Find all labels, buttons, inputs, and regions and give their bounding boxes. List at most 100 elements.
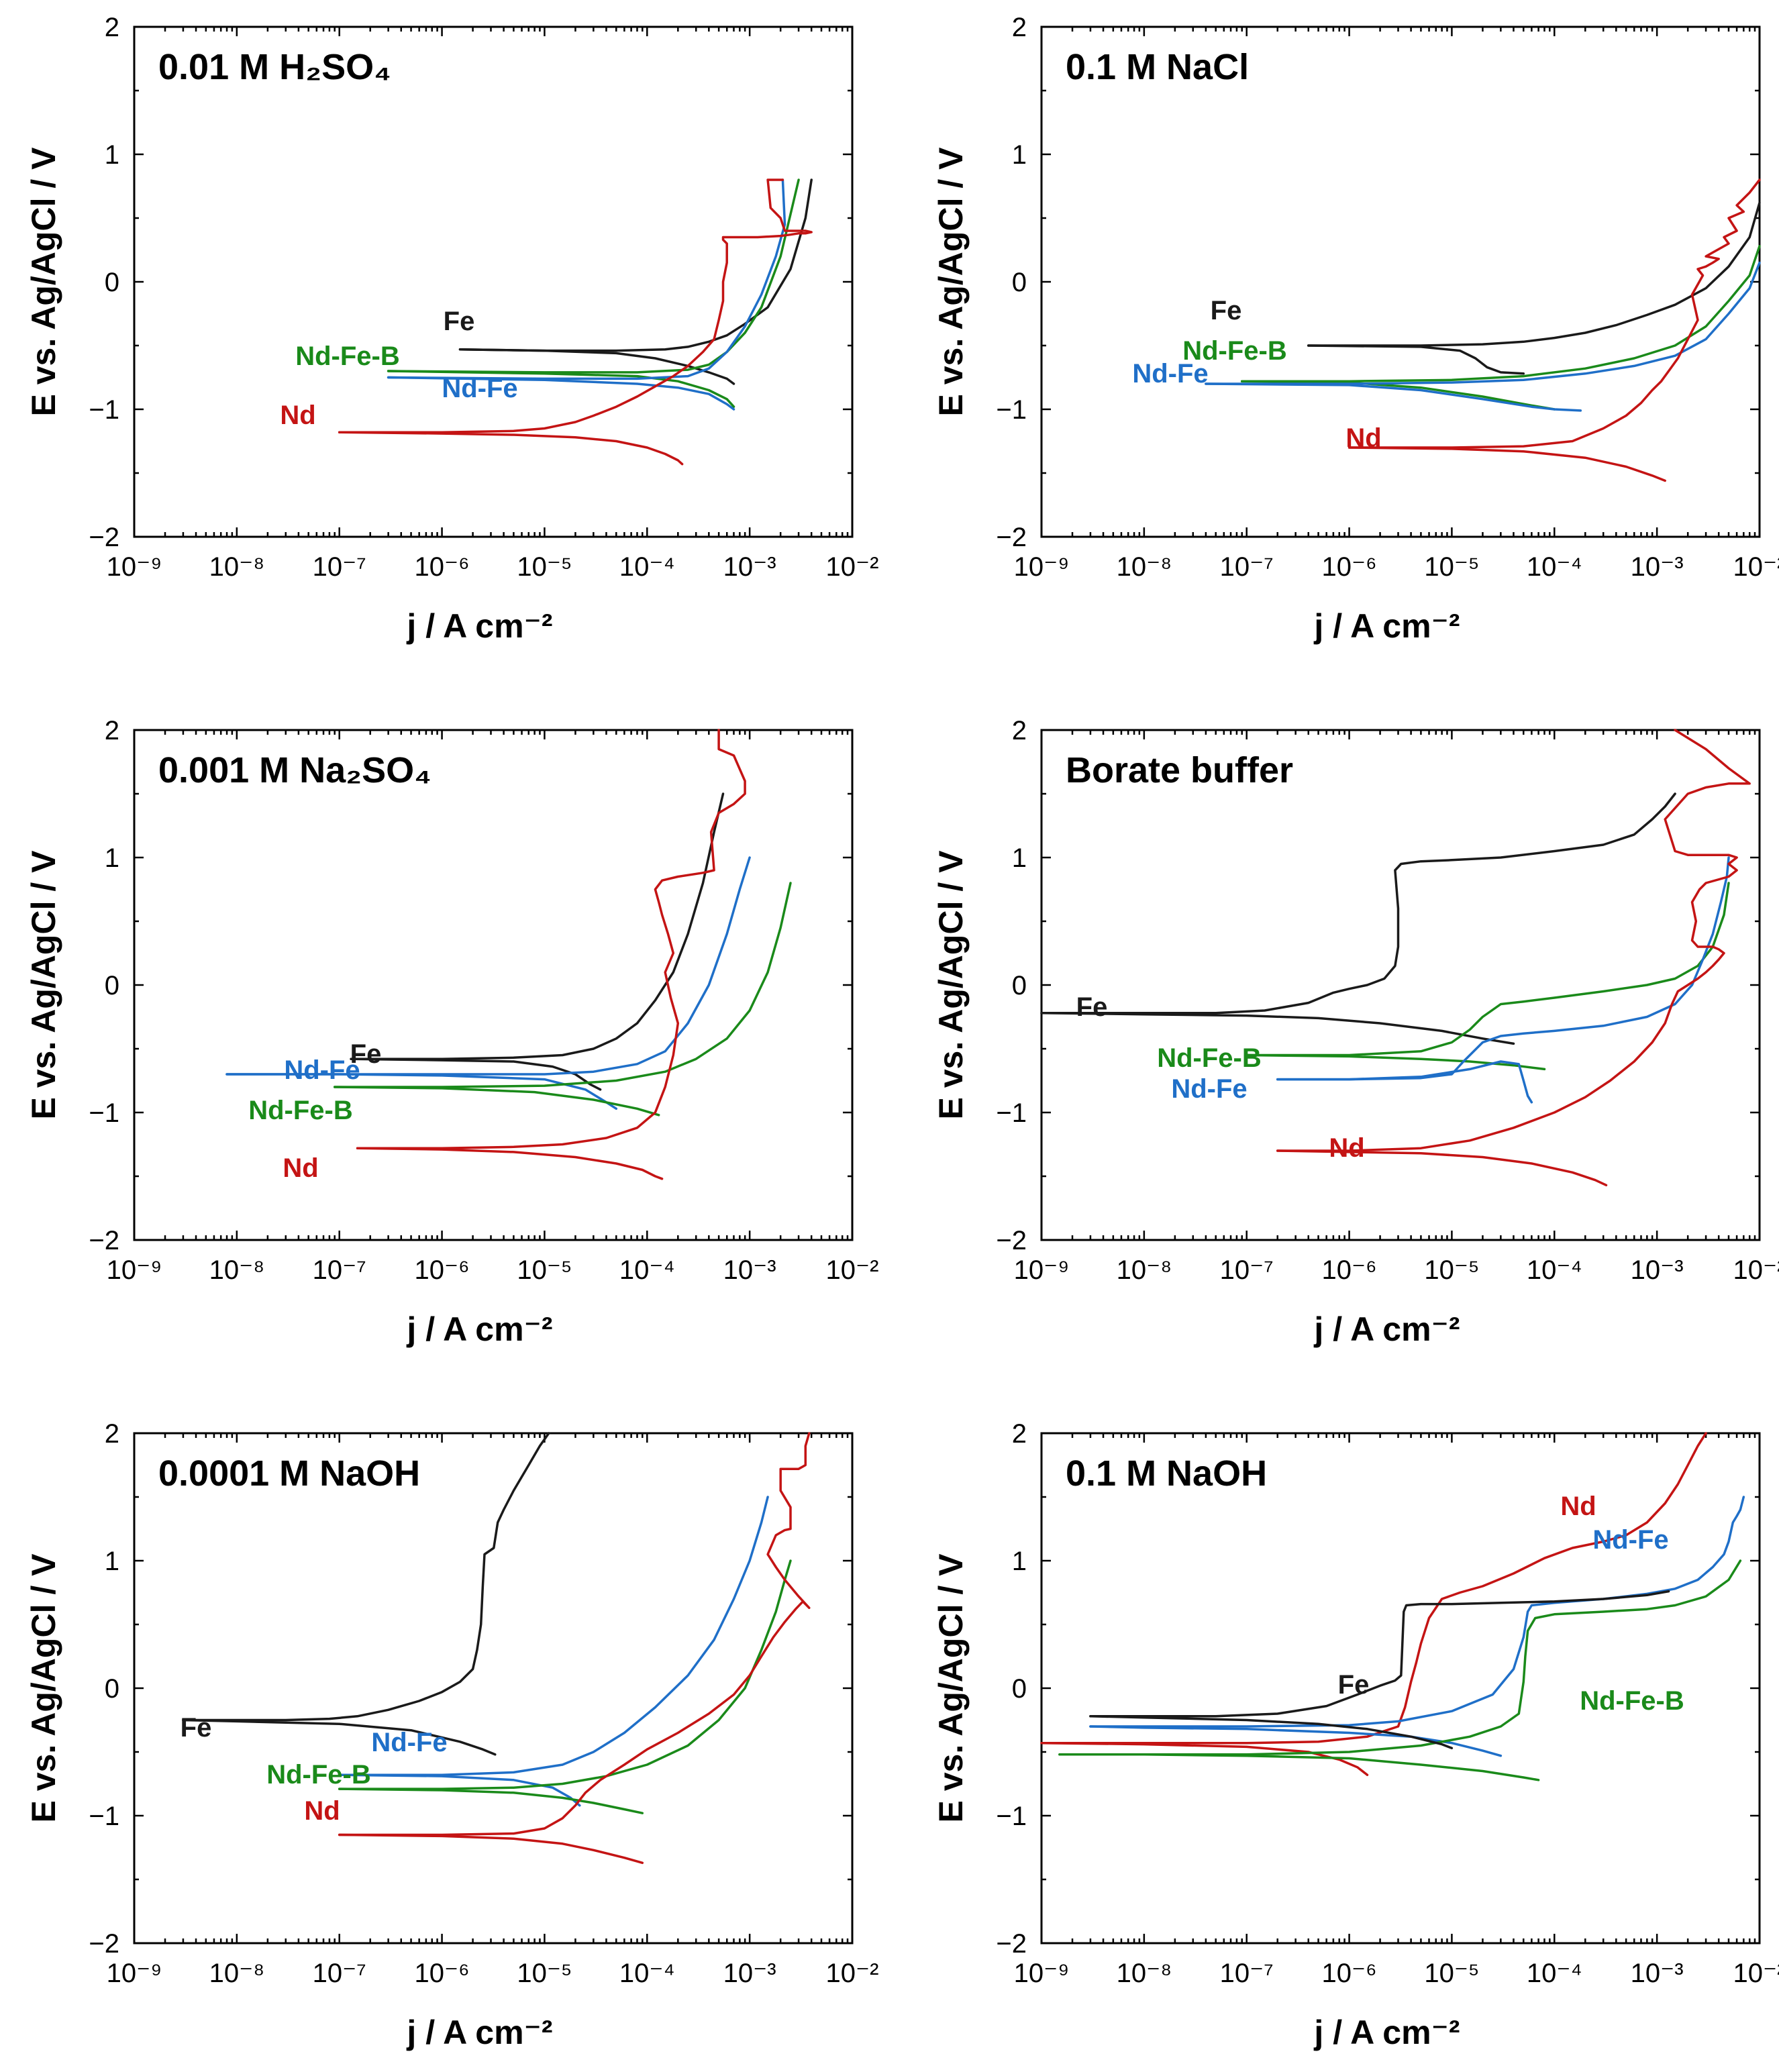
series-fe-anodic-curve [1307,201,1761,347]
x-tick-labels: 10⁻⁹ 10⁻⁸ 10⁻⁷ 10⁻⁶ 10⁻⁵ 10⁻⁴ 10⁻³ 10⁻² [1014,1959,1779,1988]
panel-nacl: 10⁻⁹ 10⁻⁸ 10⁻⁷ 10⁻⁶ 10⁻⁵ 10⁻⁴ 10⁻³ 10⁻² −2 −1 0 1 2… [932,13,1779,645]
x-tick-label: 10⁻³ [723,1255,776,1285]
x-tick-label: 10⁻² [826,1959,879,1988]
series-label-fe: Fe [1211,296,1242,325]
y-tick-label: 1 [1012,1547,1027,1576]
y-tick-label: 1 [1012,140,1027,170]
x-tick-labels: 10⁻⁹ 10⁻⁸ 10⁻⁷ 10⁻⁶ 10⁻⁵ 10⁻⁴ 10⁻³ 10⁻² [107,552,879,582]
x-tick-label: 10⁻⁹ [1014,1255,1070,1285]
x-tick-label: 10⁻⁷ [1220,1255,1274,1285]
x-tick-label: 10⁻⁸ [209,1959,264,1988]
x-tick-label: 10⁻⁸ [209,552,264,582]
x-axis-title: j / A cm⁻² [406,2014,552,2051]
y-tick-labels: −2 −1 0 1 2 [89,716,119,1255]
x-axis-title: j / A cm⁻² [1313,2014,1460,2051]
series-label-nd-fe: Nd-Fe [1592,1525,1668,1555]
data-series [182,1432,811,1865]
series-label-nd-fe-b: Nd-Fe-B [248,1096,353,1125]
y-tick-label: 0 [1012,971,1027,1000]
x-tick-label: 10⁻³ [1631,552,1684,582]
axis-ticks [1040,1432,1761,1945]
y-tick-labels: −2 −1 0 1 2 [89,1419,119,1959]
series-nd-fe-anodic-curve [1089,1496,1745,1728]
x-tick-label: 10⁻⁶ [415,1255,470,1285]
axis-ticks [1040,25,1761,538]
series-label-nd-fe: Nd-Fe [1132,359,1208,389]
plot-frame [133,729,854,1241]
y-tick-label: 2 [1012,716,1027,745]
series-nd-anodic-curve [338,178,813,433]
x-tick-label: 10⁻⁴ [619,1959,675,1988]
y-tick-label: 1 [1012,843,1027,873]
x-tick-label: 10⁻⁶ [1322,1255,1377,1285]
series-nd-fe-b-anodic-curve [1058,1559,1742,1756]
plot-frame [133,25,854,538]
series-label-nd: Nd [1560,1492,1596,1521]
x-tick-label: 10⁻⁹ [1014,1959,1070,1988]
y-tick-label: −2 [996,1226,1027,1255]
y-tick-label: 0 [105,268,119,297]
y-tick-label: −2 [996,523,1027,552]
y-axis-title: E vs. Ag/AgCl / V [25,1553,62,1823]
series-label-nd-fe: Nd-Fe [1171,1074,1247,1104]
series-nd-fe-cathodic-curve [1276,1060,1533,1104]
y-tick-label: 2 [105,716,119,745]
x-tick-label: 10⁻⁷ [313,552,366,582]
series-fe-cathodic-curve [1040,1012,1515,1045]
series-nd-anodic-curve [338,1432,811,1836]
series-label-nd-fe-b: Nd-Fe-B [1157,1043,1262,1073]
y-tick-label: −2 [996,1929,1027,1959]
x-tick-label: 10⁻⁴ [1527,1959,1582,1988]
series-nd-fe-anodic-curve [387,178,786,380]
y-tick-labels: −2 −1 0 1 2 [89,13,119,552]
series-label-nd-fe-b: Nd-Fe-B [295,342,400,371]
x-tick-label: 10⁻² [826,552,879,582]
x-tick-label: 10⁻² [1733,1959,1779,1988]
series-nd-anodic-curve [356,729,746,1149]
data-series [338,178,813,466]
series-nd-cathodic-curve [338,1833,644,1865]
panel-title: 0.0001 M NaOH [158,1453,420,1494]
panel-naoh-dilute: 10⁻⁹ 10⁻⁸ 10⁻⁷ 10⁻⁶ 10⁻⁵ 10⁻⁴ 10⁻³ 10⁻² −2 −1 0 1 2… [25,1419,878,2051]
series-label-nd: Nd [280,401,315,430]
series-fe-cathodic-curve [458,348,735,385]
series-label-fe: Fe [181,1713,212,1743]
y-tick-label: −1 [996,1098,1027,1128]
x-axis-title: j / A cm⁻² [406,607,552,645]
y-tick-label: 1 [105,1547,119,1576]
x-tick-label: 10⁻⁷ [313,1255,366,1285]
series-nd-cathodic-curve [356,1147,664,1180]
x-tick-label: 10⁻⁵ [517,1255,572,1285]
x-tick-labels: 10⁻⁹ 10⁻⁸ 10⁻⁷ 10⁻⁶ 10⁻⁵ 10⁻⁴ 10⁻³ 10⁻² [1014,552,1779,582]
y-tick-label: 1 [105,140,119,170]
series-label-nd-fe: Nd-Fe [284,1055,360,1085]
series-fe-cathodic-curve [182,1718,497,1756]
y-axis-title: E vs. Ag/AgCl / V [25,147,62,417]
axis-ticks [133,1432,854,1945]
series-label-nd: Nd [1329,1133,1364,1163]
y-tick-label: 0 [1012,268,1027,297]
y-tick-label: 0 [1012,1674,1027,1704]
x-tick-label: 10⁻⁵ [1424,552,1479,582]
panel-title: 0.01 M H₂SO₄ [158,47,391,87]
y-tick-label: −1 [89,1802,119,1831]
series-nd-fe-anodic-curve [1276,856,1730,1081]
series-nd-fe-b-cathodic-curve [338,1788,644,1814]
x-tick-label: 10⁻³ [1631,1959,1684,1988]
series-fe-anodic-curve [458,178,813,352]
series-fe-cathodic-curve [1307,344,1525,375]
series-fe-anodic-curve [182,1432,550,1722]
x-tick-label: 10⁻⁴ [1527,552,1582,582]
series-nd-fe-anodic-curve [225,856,751,1076]
data-series [1205,178,1761,482]
x-tick-label: 10⁻⁹ [107,1959,162,1988]
x-tick-label: 10⁻³ [1631,1255,1684,1285]
y-tick-label: 2 [1012,13,1027,42]
x-tick-label: 10⁻⁹ [107,1255,162,1285]
y-axis-title: E vs. Ag/AgCl / V [25,850,62,1120]
x-tick-label: 10⁻⁷ [1220,1959,1274,1988]
